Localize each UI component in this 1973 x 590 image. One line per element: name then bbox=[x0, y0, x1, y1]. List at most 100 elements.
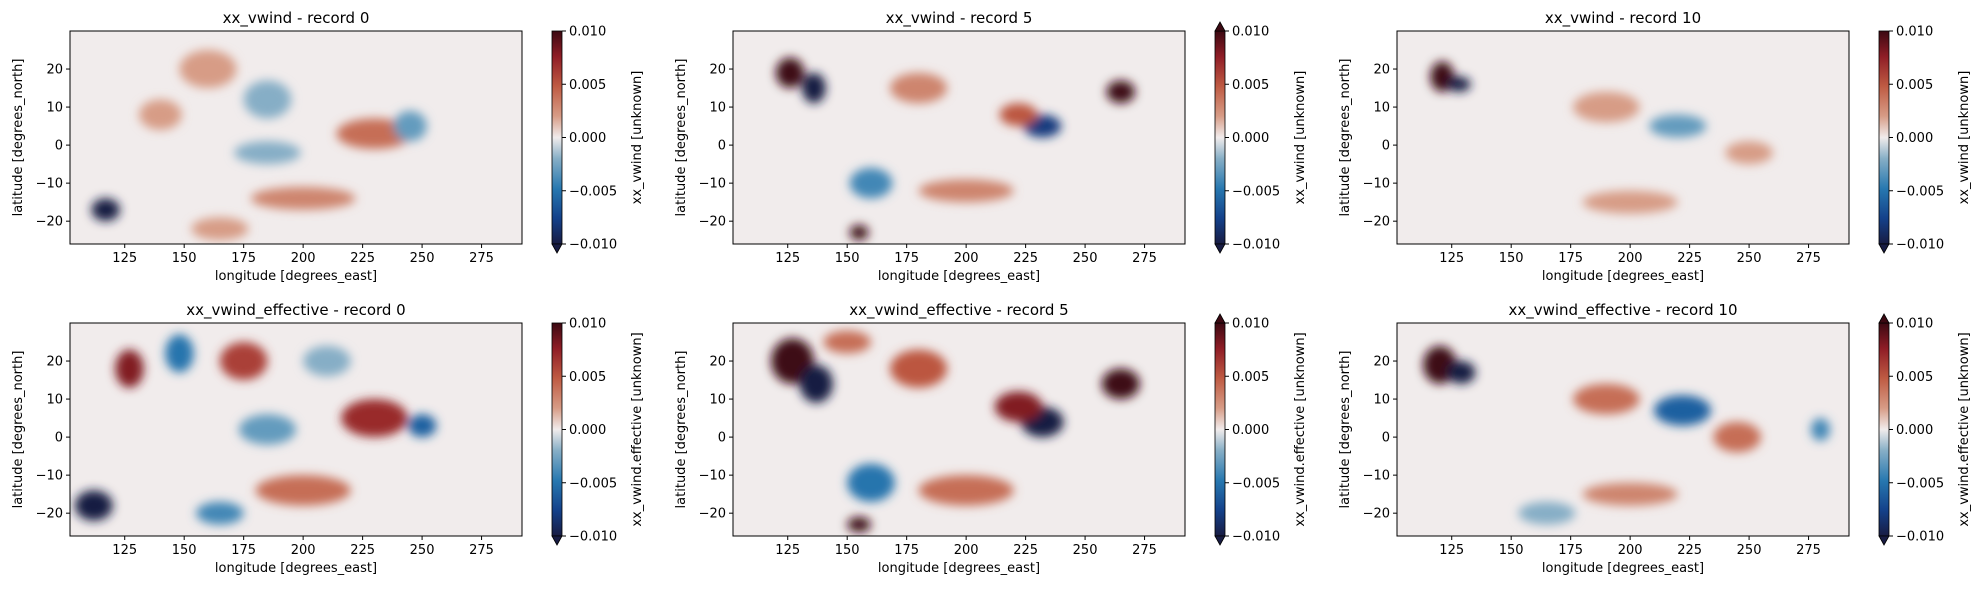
field-anomaly bbox=[890, 72, 948, 104]
colorbar-tick-label: −0.005 bbox=[1896, 184, 1944, 199]
y-tick-label: −20 bbox=[36, 215, 63, 230]
plot-area bbox=[733, 31, 1185, 244]
colorbar-tick-label: −0.010 bbox=[569, 238, 617, 253]
x-tick-label: 125 bbox=[775, 543, 800, 558]
field-anomaly bbox=[303, 345, 351, 377]
field-anomaly bbox=[1101, 368, 1140, 400]
plot-area bbox=[70, 31, 522, 244]
y-tick-label: 10 bbox=[1373, 393, 1390, 408]
x-tick-label: 125 bbox=[775, 251, 800, 266]
colorbar-extend-max bbox=[1214, 313, 1226, 324]
field-anomaly bbox=[801, 72, 826, 104]
x-tick-label: 250 bbox=[410, 251, 435, 266]
colorbar-tick-label: 0.000 bbox=[1896, 423, 1933, 438]
colorbar-tick-label: 0.010 bbox=[569, 317, 606, 332]
y-axis-label: latitude [degrees_north] bbox=[1338, 351, 1353, 509]
colorbar-tick-label: 0.005 bbox=[1232, 78, 1269, 93]
y-tick-label: −10 bbox=[1363, 177, 1390, 192]
x-tick-label: 275 bbox=[1796, 543, 1821, 558]
colorbar-gradient bbox=[551, 30, 563, 245]
colorbar-extend-min bbox=[1214, 535, 1226, 546]
field-anomaly bbox=[918, 179, 1014, 203]
field-anomaly bbox=[336, 118, 413, 149]
y-axis-label: latitude [degrees_north] bbox=[1338, 59, 1353, 217]
field-anomaly bbox=[1649, 114, 1707, 138]
colorbar-tick-label: −0.010 bbox=[1896, 530, 1944, 545]
colorbar: 0.010 0.005 0.000 −0.005 −0.010 xx_vwind [unk… bbox=[1214, 21, 1308, 254]
y-tick-label: 0 bbox=[1382, 139, 1390, 154]
colorbar-tick-label: 0.000 bbox=[569, 131, 606, 146]
y-axis-label: latitude [degrees_north] bbox=[11, 351, 26, 509]
x-tick-label: 150 bbox=[172, 251, 197, 266]
x-tick-label: 150 bbox=[172, 543, 197, 558]
field-anomaly bbox=[1653, 395, 1712, 426]
colorbar-tick-label: −0.010 bbox=[1232, 530, 1280, 545]
colorbar-label: xx_vwind.effective [unknown] bbox=[1957, 332, 1972, 526]
colorbar-tick-label: 0.010 bbox=[1896, 317, 1933, 332]
colorbar: 0.010 0.005 0.000 −0.005 −0.010 xx_vwind.effe… bbox=[1214, 313, 1308, 546]
x-tick-label: 250 bbox=[1737, 543, 1762, 558]
colorbar-gradient bbox=[1214, 30, 1226, 245]
y-axis-label: latitude [degrees_north] bbox=[674, 59, 689, 217]
x-tick-label: 150 bbox=[835, 543, 860, 558]
colorbar-label: xx_vwind.effective [unknown] bbox=[630, 332, 645, 526]
y-tick-label: 20 bbox=[46, 355, 63, 370]
colorbar-label: xx_vwind.effective [unknown] bbox=[1293, 332, 1308, 526]
chart-panel: 125 150 175 200 225 250 275 −20 −10 0 10 20 xx_vwind… bbox=[1338, 9, 1972, 284]
chart-title: xx_vwind - record 0 bbox=[223, 9, 370, 28]
colorbar-tick-label: 0.010 bbox=[1232, 25, 1269, 40]
colorbar-tick-label: −0.005 bbox=[1232, 476, 1280, 491]
colorbar: 0.010 0.005 0.000 −0.005 −0.010 xx_vwind [unk… bbox=[1878, 25, 1972, 254]
x-tick-label: 175 bbox=[1558, 251, 1583, 266]
colorbar-label: xx_vwind [unknown] bbox=[1293, 71, 1308, 205]
x-tick-label: 275 bbox=[1132, 251, 1157, 266]
x-tick-label: 125 bbox=[1439, 251, 1464, 266]
x-axis-label: longitude [degrees_east] bbox=[1542, 561, 1704, 576]
colorbar-extend-min bbox=[1878, 243, 1890, 254]
colorbar-tick-label: 0.000 bbox=[1232, 131, 1269, 146]
colorbar-tick-label: 0.005 bbox=[1896, 78, 1933, 93]
field-anomaly bbox=[91, 198, 120, 222]
colorbar-tick-label: −0.005 bbox=[1896, 476, 1944, 491]
x-tick-label: 275 bbox=[469, 543, 494, 558]
x-tick-label: 225 bbox=[350, 251, 375, 266]
x-tick-label: 250 bbox=[1073, 543, 1098, 558]
colorbar-tick-label: 0.005 bbox=[569, 78, 606, 93]
y-tick-label: 10 bbox=[1373, 101, 1390, 116]
field-anomaly bbox=[74, 490, 113, 521]
y-tick-label: 10 bbox=[46, 393, 63, 408]
colorbar-gradient bbox=[551, 322, 563, 537]
axes-frame bbox=[69, 30, 523, 245]
field-anomaly bbox=[234, 141, 301, 165]
chart-panel: 125 150 175 200 225 250 275 −20 −10 0 10 20 xx_vwind… bbox=[1338, 301, 1972, 576]
x-axis-label: longitude [degrees_east] bbox=[215, 561, 377, 576]
chart-panel: 125 150 175 200 225 250 275 −20 −10 0 10 20 xx_vwind… bbox=[11, 9, 645, 284]
field-anomaly bbox=[407, 414, 437, 438]
field-layer bbox=[775, 57, 1136, 241]
colorbar-tick-label: 0.005 bbox=[1896, 370, 1933, 385]
x-tick-label: 250 bbox=[1737, 251, 1762, 266]
field-layer bbox=[74, 334, 437, 525]
x-tick-label: 125 bbox=[1439, 543, 1464, 558]
y-tick-label: −10 bbox=[1363, 469, 1390, 484]
field-anomaly bbox=[994, 391, 1043, 422]
colorbar-tick-label: −0.010 bbox=[1232, 238, 1280, 253]
field-anomaly bbox=[1106, 80, 1136, 104]
field-anomaly bbox=[1713, 421, 1761, 453]
field-layer bbox=[91, 50, 427, 241]
colorbar-extend-min bbox=[551, 535, 563, 546]
colorbar-extend-max bbox=[1214, 21, 1226, 32]
y-tick-label: −20 bbox=[699, 215, 726, 230]
x-tick-label: 175 bbox=[894, 251, 919, 266]
chart-title: xx_vwind - record 10 bbox=[1545, 9, 1701, 28]
x-tick-label: 150 bbox=[835, 251, 860, 266]
y-tick-label: 0 bbox=[1382, 431, 1390, 446]
field-anomaly bbox=[799, 364, 833, 403]
colorbar-label: xx_vwind [unknown] bbox=[1957, 71, 1972, 205]
field-anomaly bbox=[115, 349, 144, 388]
field-anomaly bbox=[890, 349, 948, 388]
colorbar-gradient bbox=[1878, 322, 1890, 537]
y-axis-label: latitude [degrees_north] bbox=[11, 59, 26, 217]
field-anomaly bbox=[138, 99, 182, 130]
chart-title: xx_vwind_effective - record 0 bbox=[186, 301, 405, 320]
